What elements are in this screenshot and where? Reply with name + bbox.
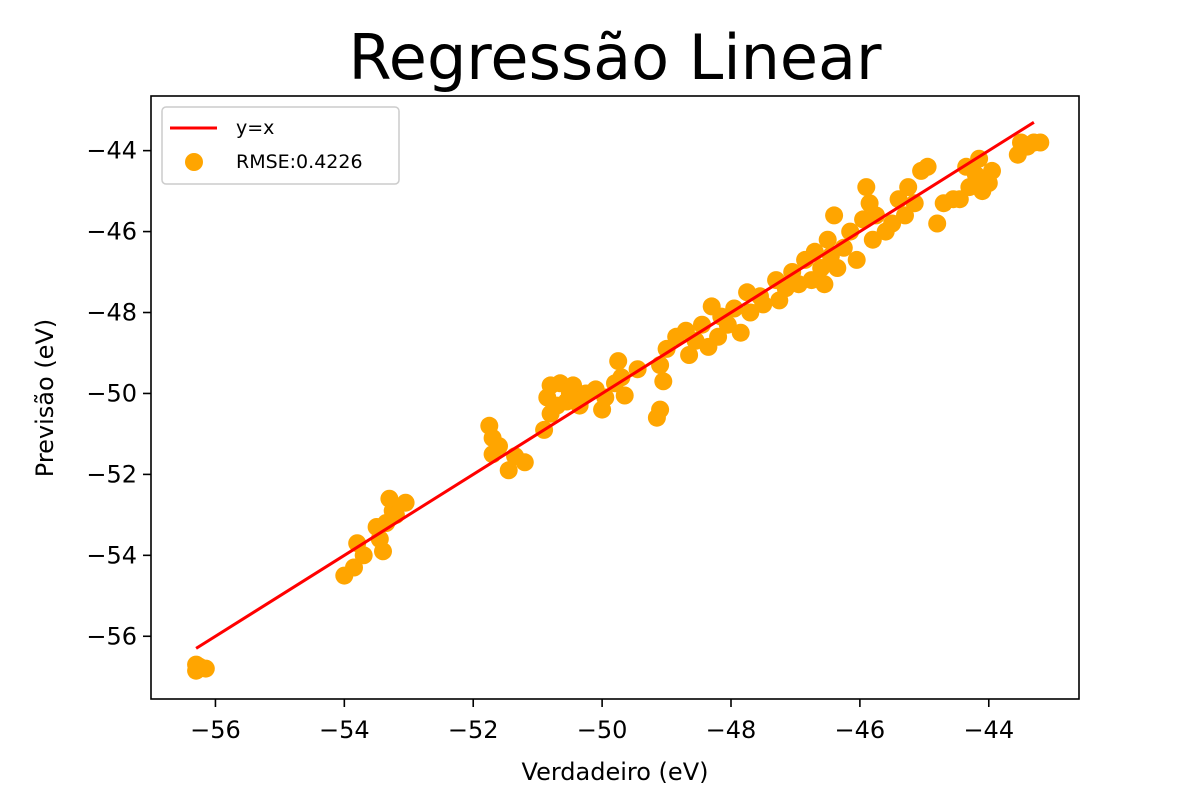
scatter-point — [612, 368, 631, 387]
scatter-point — [657, 339, 676, 358]
scatter-point — [651, 400, 670, 419]
legend-label-scatter: RMSE:0.4226 — [236, 151, 363, 173]
scatter-point — [680, 346, 699, 364]
scatter-point — [950, 190, 969, 209]
x-tick-label: −46 — [835, 716, 886, 744]
legend: y=x RMSE:0.4226 — [161, 106, 400, 185]
x-axis: −56 −54 −52 −50 −48 −46 −44 — [190, 699, 1014, 744]
y-tick-label: −50 — [86, 379, 137, 407]
scatter-point — [499, 461, 518, 480]
y-tick-label: −48 — [86, 299, 137, 327]
x-tick-label: −52 — [448, 716, 499, 744]
scatter-point — [828, 259, 847, 277]
scatter-point — [812, 259, 831, 277]
y-tick-label: −52 — [86, 460, 137, 488]
scatter-point — [857, 178, 876, 197]
scatter-point — [899, 178, 918, 197]
x-tick-label: −44 — [963, 716, 1014, 744]
scatter-point — [564, 376, 583, 395]
scatter-point — [918, 157, 937, 176]
scatter-point — [654, 372, 673, 391]
x-tick-label: −48 — [706, 716, 757, 744]
y-tick-label: −56 — [86, 622, 137, 650]
scatter-point — [515, 453, 534, 472]
y-tick-label: −54 — [86, 541, 137, 569]
y-axis-label: Previsão (eV) — [31, 319, 59, 477]
scatter-point — [983, 161, 1001, 180]
scatter-point — [883, 214, 902, 233]
scatter-point — [709, 327, 728, 346]
scatter-point — [815, 275, 834, 294]
scatter-point — [490, 437, 508, 456]
x-tick-label: −54 — [319, 716, 370, 744]
scatter-point — [615, 386, 634, 405]
scatter-point — [928, 214, 947, 233]
scatter-point — [818, 230, 837, 249]
scatter-point — [374, 542, 392, 561]
scatter-point — [396, 493, 415, 512]
scatter-point — [1031, 133, 1050, 152]
scatter-point — [731, 323, 750, 342]
y-tick-label: −46 — [86, 218, 137, 246]
axes-frame — [150, 95, 1080, 700]
legend-label-line: y=x — [236, 117, 274, 139]
scatter-point — [187, 655, 206, 674]
scatter-point — [847, 250, 866, 269]
scatter-point — [718, 315, 737, 334]
scatter-point — [354, 546, 373, 565]
identity-line — [195, 121, 1035, 650]
legend-box — [161, 106, 400, 185]
x-axis-label: Verdadeiro (eV) — [522, 758, 709, 786]
scatter-point — [825, 206, 844, 225]
scatter-point — [609, 352, 628, 371]
scatter-point — [896, 206, 914, 225]
plot-area — [150, 95, 1080, 700]
y-axis: −56 −54 −52 −50 −48 −46 −44 — [86, 137, 151, 650]
scatter-point — [345, 558, 363, 577]
scatter-point — [754, 295, 773, 314]
chart-title: Regressão Linear — [349, 21, 883, 94]
x-tick-label: −56 — [190, 716, 241, 744]
scatter-point — [863, 230, 882, 249]
x-tick-label: −50 — [577, 716, 628, 744]
scatter-point — [741, 303, 760, 322]
legend-scatter-swatch — [185, 153, 203, 171]
y-tick-label: −44 — [86, 137, 137, 165]
